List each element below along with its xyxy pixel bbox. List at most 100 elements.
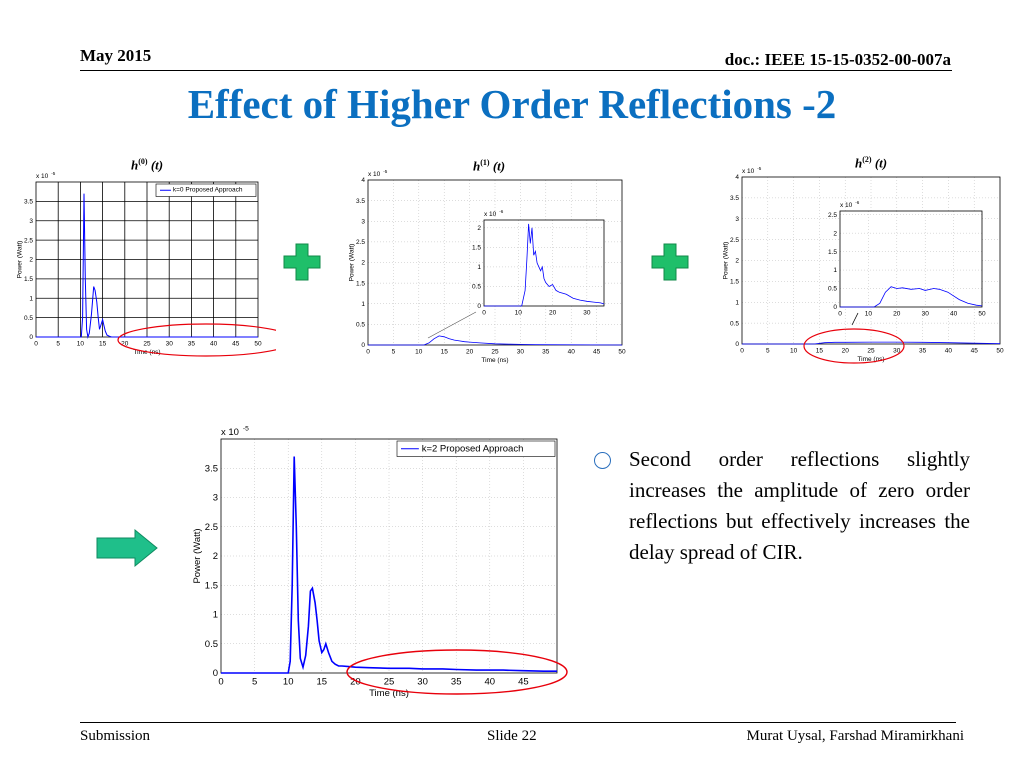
x-tick-label: 10 xyxy=(790,348,798,355)
footer-slide-number: Slide 22 xyxy=(487,728,537,744)
y-tick-label: 0.5 xyxy=(356,322,365,329)
chart-h0: 0 5 10 15 20 25 30 35 40 45 50 0 0.5 1 1.5 2 2.5 3 3.5 x 10… xyxy=(17,171,276,357)
y-tick-label: 4 xyxy=(735,174,739,181)
y-tick-label: 2.5 xyxy=(828,212,837,219)
x-tick-label: 45 xyxy=(518,677,529,688)
x-tick-label: 20 xyxy=(350,677,361,688)
y-tick-label: 0 xyxy=(477,303,481,310)
x-tick-label: 30 xyxy=(583,310,591,317)
y-tick-label: 1.5 xyxy=(356,280,365,287)
exponent-superscript: -5 xyxy=(383,170,388,174)
y-tick-label: 0 xyxy=(213,668,218,679)
x-tick-label: 15 xyxy=(317,677,328,688)
x-tick-label: 50 xyxy=(618,349,626,356)
x-tick-label: 20 xyxy=(121,341,129,348)
x-tick-label: 45 xyxy=(232,341,240,348)
x-tick-label: 35 xyxy=(451,677,462,688)
zoom-pointer xyxy=(427,311,477,339)
y-tick-label: 1 xyxy=(477,264,481,271)
header-date: May 2015 xyxy=(80,46,152,65)
plot-frame xyxy=(483,219,605,307)
x-axis-label: Time (ns) xyxy=(857,356,884,363)
plot-frame xyxy=(367,179,623,346)
y-axis-label: Power (Watt) xyxy=(349,244,356,282)
y-tick-label: 1 xyxy=(833,267,837,274)
y-tick-label: 3 xyxy=(361,218,365,225)
series-line xyxy=(36,193,258,339)
x-tick-label: 5 xyxy=(252,677,257,688)
y-tick-label: 2.5 xyxy=(356,239,365,246)
y-tick-label: 1.5 xyxy=(828,249,837,256)
x-tick-label: 30 xyxy=(166,341,174,348)
y-tick-label: 2 xyxy=(29,257,33,264)
y-tick-label: 0 xyxy=(361,342,365,349)
y-tick-label: 0.5 xyxy=(205,639,218,650)
inset-background xyxy=(840,211,982,307)
x-tick-label: 25 xyxy=(491,349,499,356)
x-tick-label: 10 xyxy=(283,677,294,688)
x-axis-label: Time (ns) xyxy=(133,349,160,356)
x-tick-label: 30 xyxy=(922,311,930,318)
formula-h0: h(0) (t) xyxy=(131,157,164,173)
x-tick-label: 10 xyxy=(865,311,873,318)
x-tick-label: 15 xyxy=(816,348,824,355)
x-axis-label: Time (ns) xyxy=(481,357,508,364)
x-tick-label: 50 xyxy=(254,341,262,348)
exponent-label: x 10 xyxy=(368,171,381,178)
zoom-pointer xyxy=(851,312,859,326)
y-tick-label: 2 xyxy=(833,230,837,237)
x-tick-label: 10 xyxy=(77,341,85,348)
y-tick-label: 2.5 xyxy=(730,237,739,244)
plot-frame xyxy=(741,176,1001,345)
x-tick-label: 40 xyxy=(568,349,576,356)
x-tick-label: 25 xyxy=(384,677,395,688)
x-tick-label: 20 xyxy=(842,348,850,355)
y-tick-label: 4 xyxy=(361,177,365,184)
y-tick-label: 2 xyxy=(735,258,739,265)
plus-icon xyxy=(651,243,689,281)
plot-frame xyxy=(220,438,558,674)
header-doc-id: doc.: IEEE 15-15-0352-00-007a xyxy=(724,50,951,69)
y-tick-label: 3.5 xyxy=(205,463,218,474)
bullet-point: Second order reflections slightly increa… xyxy=(594,444,970,568)
x-tick-label: 30 xyxy=(417,677,428,688)
x-tick-label: 0 xyxy=(34,341,38,348)
y-tick-label: 3 xyxy=(735,216,739,223)
x-tick-label: 15 xyxy=(99,341,107,348)
y-axis-label: Power (Watt) xyxy=(723,242,730,280)
series-line xyxy=(484,223,605,307)
chart-k2-large: 0 5 10 15 20 25 30 35 40 45 0 0.5 1 1.5 2 2.5 3 3.5 x 10 -5… xyxy=(192,426,568,699)
x-tick-label: 45 xyxy=(971,348,979,355)
plus-icon xyxy=(283,243,321,281)
y-tick-label: 0.5 xyxy=(730,320,739,327)
x-tick-label: 45 xyxy=(593,349,601,356)
bullet-text: Second order reflections slightly increa… xyxy=(629,447,970,564)
y-tick-label: 2 xyxy=(213,551,218,562)
y-tick-label: 0.5 xyxy=(24,315,33,322)
x-tick-label: 40 xyxy=(485,677,496,688)
exponent-superscript: -6 xyxy=(855,200,860,205)
highlight-ellipse xyxy=(346,649,568,695)
formula-h2: h(2) (t) xyxy=(855,155,888,171)
y-tick-label: 2.5 xyxy=(24,237,33,244)
x-tick-label: 35 xyxy=(188,341,196,348)
y-axis-label: Power (Watt) xyxy=(17,241,24,279)
y-tick-label: 0 xyxy=(735,341,739,348)
y-axis-label: Power (Watt) xyxy=(192,528,203,583)
x-tick-label: 0 xyxy=(218,677,223,688)
x-tick-label: 20 xyxy=(466,349,474,356)
footer-submission: Submission xyxy=(80,728,151,744)
legend-label: k=0 Proposed Approach xyxy=(173,187,243,194)
y-tick-label: 0.5 xyxy=(828,286,837,293)
y-tick-label: 1 xyxy=(213,610,218,621)
y-tick-label: 1 xyxy=(29,295,33,302)
exponent-superscript: -5 xyxy=(51,171,56,176)
x-tick-label: 40 xyxy=(945,348,953,355)
x-tick-label: 15 xyxy=(441,349,449,356)
legend-box xyxy=(396,440,556,457)
exponent-label: x 10 xyxy=(36,173,49,180)
x-tick-label: 35 xyxy=(542,349,550,356)
legend-box xyxy=(155,183,257,197)
y-tick-label: 3.5 xyxy=(356,198,365,205)
slide-title: Effect of Higher Order Reflections -2 xyxy=(187,81,837,127)
